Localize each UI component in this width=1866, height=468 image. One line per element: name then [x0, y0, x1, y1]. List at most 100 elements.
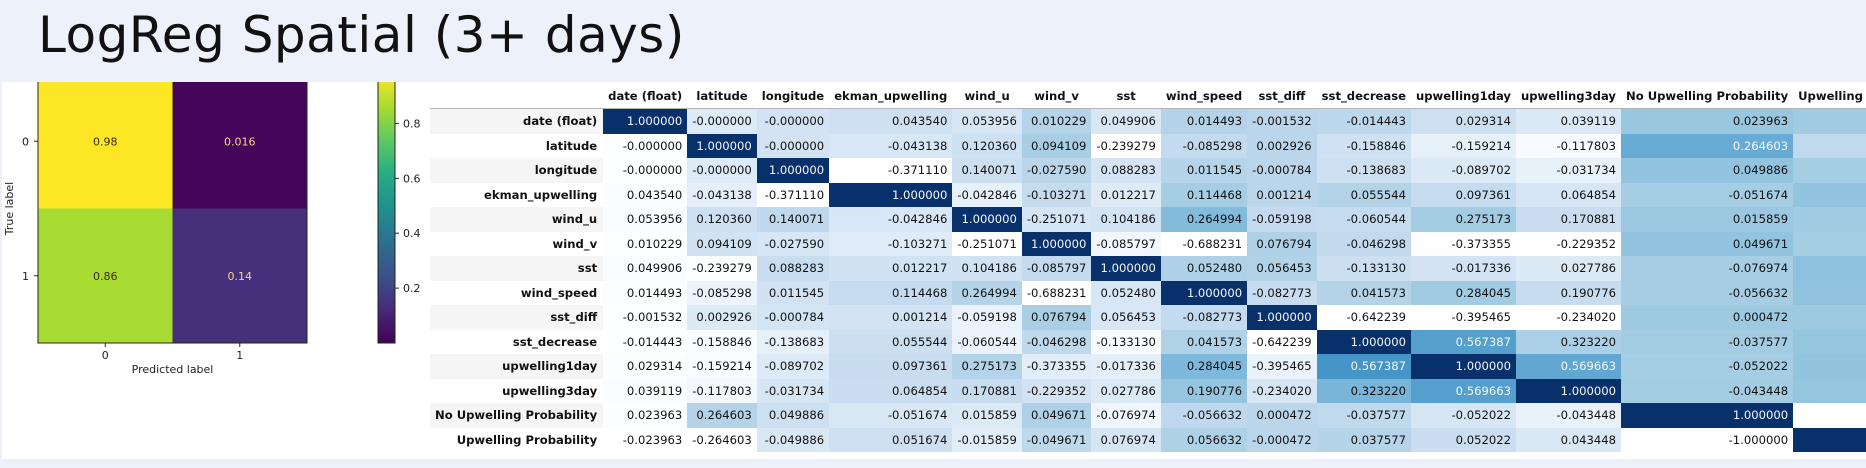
row-header: No Upwelling Probability — [430, 403, 604, 428]
row-header: upwelling1day — [430, 354, 604, 379]
table-cell: 0.001214 — [1247, 182, 1317, 207]
table-cell: 0.190776 — [1516, 280, 1621, 305]
table-cell: -0.001532 — [603, 305, 688, 330]
table-cell: -0.027590 — [756, 231, 830, 256]
table-cell: 0.088283 — [756, 256, 830, 281]
table-cell: 0.029314 — [1411, 108, 1516, 134]
table-corner — [430, 84, 604, 109]
table-cell: 0.023963 — [1621, 108, 1794, 134]
table-cell: 0.014493 — [603, 280, 688, 305]
table-cell: 0.023963 — [603, 403, 688, 428]
table-cell: -0.159214 — [687, 354, 757, 379]
table-cell: -0.264603 — [1793, 133, 1866, 158]
table-cell: -0.082773 — [1247, 280, 1317, 305]
table-cell: -0.138683 — [756, 329, 830, 354]
table-cell: 0.264603 — [1621, 133, 1794, 158]
table-cell: 1.000000 — [1316, 329, 1411, 354]
table-cell: 0.011545 — [756, 280, 830, 305]
table-cell: 0.027786 — [1516, 256, 1621, 281]
table-cell: -0.049886 — [1793, 158, 1866, 183]
table-cell: 0.114468 — [1160, 182, 1248, 207]
table-cell: 0.052480 — [1160, 256, 1248, 281]
table-cell: 0.056632 — [1160, 427, 1248, 452]
table-cell: -0.000000 — [687, 158, 757, 183]
table-cell: -0.037577 — [1621, 329, 1794, 354]
column-header: upwelling1day — [1411, 84, 1516, 109]
table-cell: -0.000000 — [687, 108, 757, 134]
table-cell: 0.064854 — [1516, 182, 1621, 207]
row-header: sst_diff — [430, 305, 604, 330]
table-cell: 1.000000 — [1793, 427, 1866, 452]
table-cell: 0.012217 — [1091, 182, 1161, 207]
table-cell: 0.039119 — [1516, 108, 1621, 134]
table-cell: 0.053956 — [952, 108, 1022, 134]
table-cell: 0.039119 — [603, 378, 688, 403]
table-cell: -0.046298 — [1316, 231, 1411, 256]
table-cell: 0.056453 — [1091, 305, 1161, 330]
table-cell: -0.049671 — [1021, 427, 1092, 452]
table-cell: -0.642239 — [1316, 305, 1411, 330]
row-header: Upwelling Probability — [430, 427, 604, 452]
table-cell: 0.056453 — [1247, 256, 1317, 281]
page-title: LogReg Spatial (3+ days) — [38, 6, 685, 64]
row-header: date (float) — [430, 108, 604, 134]
table-cell: 0.064854 — [829, 378, 953, 403]
column-header: longitude — [756, 84, 830, 109]
column-header: wind_v — [1021, 84, 1092, 109]
table-cell: 0.275173 — [952, 354, 1022, 379]
table-cell: 0.049671 — [1621, 231, 1794, 256]
table-cell: -0.103271 — [1021, 182, 1092, 207]
table-cell: 0.052022 — [1793, 354, 1866, 379]
table-cell: 0.010229 — [1021, 108, 1092, 134]
table-cell: 0.569663 — [1516, 354, 1621, 379]
table-cell: -0.133130 — [1091, 329, 1161, 354]
table-cell: -0.159214 — [1411, 133, 1516, 158]
table-cell: -0.000000 — [603, 133, 688, 158]
table-cell: -0.017336 — [1411, 256, 1516, 281]
table-cell: -0.060544 — [1316, 207, 1411, 232]
x-tick-label: 0 — [102, 349, 109, 362]
table-cell: -0.059198 — [952, 305, 1022, 330]
table-cell: -0.395465 — [1411, 305, 1516, 330]
table-row: sst 0.049906 -0.239279 0.088283 0.012217 0.10… — [430, 256, 1866, 281]
table-cell: 0.000472 — [1621, 305, 1794, 330]
table-cell: -0.001532 — [1247, 108, 1317, 134]
figure-panel: 0.98 0.016 0.86 0.14 0 1 0 1 Predicted label True… — [2, 82, 1866, 459]
table-cell: -0.371110 — [829, 158, 953, 183]
table-cell: 0.120360 — [952, 133, 1022, 158]
table-cell: -0.103271 — [829, 231, 953, 256]
table-cell: -0.158846 — [1316, 133, 1411, 158]
table-cell: 0.049671 — [1021, 403, 1092, 428]
table-cell: -0.089702 — [1411, 158, 1516, 183]
table-cell: -0.082773 — [1160, 305, 1248, 330]
matrix-cell — [38, 82, 173, 209]
cell-value-label: 0.016 — [224, 135, 256, 148]
column-header: latitude — [687, 84, 757, 109]
table-cell: -0.052022 — [1621, 354, 1794, 379]
table-cell: 0.094109 — [1021, 133, 1092, 158]
table-cell: 1.000000 — [1621, 403, 1794, 428]
table-cell: -0.076974 — [1091, 403, 1161, 428]
table-cell: -0.158846 — [687, 329, 757, 354]
table-cell: 0.049886 — [1621, 158, 1794, 183]
table-cell: 0.104186 — [1091, 207, 1161, 232]
table-cell: 0.012217 — [829, 256, 953, 281]
table-cell: 0.056632 — [1793, 280, 1866, 305]
table-cell: -0.043448 — [1516, 403, 1621, 428]
table-cell: 0.041573 — [1160, 329, 1248, 354]
table-cell: 0.002926 — [1247, 133, 1317, 158]
table-cell: -0.085298 — [1160, 133, 1248, 158]
x-tick-label: 1 — [236, 349, 243, 362]
table-cell: 0.052480 — [1091, 280, 1161, 305]
table-row: sst_diff -0.001532 0.002926 -0.000784 0.0012… — [430, 305, 1866, 330]
y-axis-label: True label — [3, 182, 16, 236]
column-header: date (float) — [603, 84, 688, 109]
table-cell: 0.170881 — [1516, 207, 1621, 232]
table-cell: 1.000000 — [1516, 378, 1621, 403]
table-cell: -0.133130 — [1316, 256, 1411, 281]
table-cell: -0.056632 — [1160, 403, 1248, 428]
table-cell: 0.284045 — [1160, 354, 1248, 379]
table-cell: 0.094109 — [687, 231, 757, 256]
table-cell: -0.014443 — [1316, 108, 1411, 134]
table-cell: -0.027590 — [1021, 158, 1092, 183]
